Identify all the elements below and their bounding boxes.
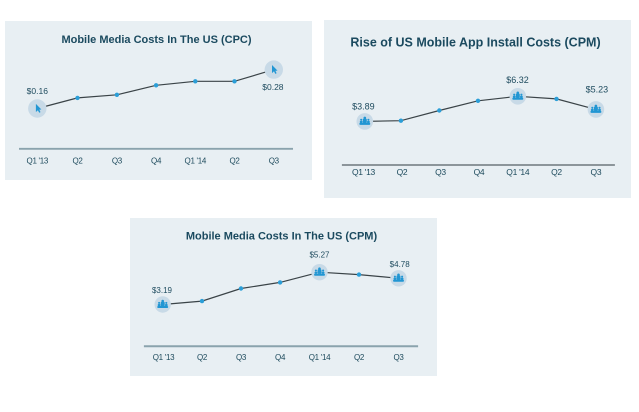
svg-text:Q4: Q4 [474,167,485,177]
svg-text:Mobile Media Costs In The US (: Mobile Media Costs In The US (CPM) [186,230,378,242]
svg-text:$0.16: $0.16 [27,86,49,96]
svg-text:$0.28: $0.28 [262,82,284,92]
svg-text:Q2: Q2 [354,353,365,362]
svg-text:Q1 '13: Q1 '13 [352,167,376,177]
svg-text:$3.19: $3.19 [152,286,173,295]
svg-text:Q3: Q3 [269,156,280,165]
svg-text:Q1 '13: Q1 '13 [153,353,175,362]
svg-text:Q3: Q3 [591,167,602,177]
svg-text:Q3: Q3 [435,167,446,177]
svg-text:$5.23: $5.23 [586,85,609,95]
svg-text:Q1 '14: Q1 '14 [309,353,331,362]
svg-text:Q2: Q2 [197,353,208,362]
svg-text:$5.27: $5.27 [309,251,330,260]
svg-text:Q1 '14: Q1 '14 [185,156,207,165]
svg-text:$4.78: $4.78 [390,260,411,269]
svg-text:Q1 '13: Q1 '13 [27,156,49,165]
svg-text:$3.89: $3.89 [352,101,375,111]
svg-text:Q2: Q2 [397,167,408,177]
svg-text:Q3: Q3 [393,353,404,362]
svg-text:Mobile Media Costs In The US (: Mobile Media Costs In The US (CPC) [61,34,251,46]
svg-text:Q1 '14: Q1 '14 [506,167,530,177]
svg-text:Q3: Q3 [112,156,123,165]
svg-text:Q4: Q4 [275,353,286,362]
svg-text:Q2: Q2 [229,156,240,165]
svg-text:Rise of US Mobile App Install: Rise of US Mobile App Install Costs (CPM… [350,35,600,49]
svg-text:Q3: Q3 [236,353,247,362]
svg-text:Q4: Q4 [151,156,162,165]
svg-text:Q2: Q2 [72,156,83,165]
svg-text:Q2: Q2 [551,167,562,177]
svg-text:$6.32: $6.32 [506,75,529,85]
